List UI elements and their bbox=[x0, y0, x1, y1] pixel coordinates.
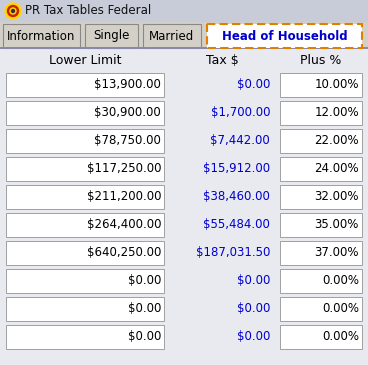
FancyBboxPatch shape bbox=[6, 157, 164, 181]
FancyBboxPatch shape bbox=[280, 297, 362, 321]
Text: 10.00%: 10.00% bbox=[315, 78, 359, 92]
Bar bbox=[0, 0, 368, 22]
Text: $0.00: $0.00 bbox=[237, 303, 270, 315]
FancyBboxPatch shape bbox=[85, 24, 138, 48]
Text: $13,900.00: $13,900.00 bbox=[94, 78, 161, 92]
Text: 0.00%: 0.00% bbox=[322, 303, 359, 315]
Text: $117,250.00: $117,250.00 bbox=[86, 162, 161, 176]
Text: PR Tax Tables Federal: PR Tax Tables Federal bbox=[25, 4, 151, 18]
FancyBboxPatch shape bbox=[280, 185, 362, 209]
FancyBboxPatch shape bbox=[6, 101, 164, 125]
Text: $0.00: $0.00 bbox=[237, 274, 270, 288]
FancyBboxPatch shape bbox=[6, 185, 164, 209]
FancyBboxPatch shape bbox=[6, 241, 164, 265]
Text: Married: Married bbox=[149, 30, 195, 42]
FancyBboxPatch shape bbox=[280, 213, 362, 237]
Text: $0.00: $0.00 bbox=[128, 274, 161, 288]
Text: Information: Information bbox=[7, 30, 76, 42]
Bar bbox=[0, 49, 368, 365]
Text: 37.00%: 37.00% bbox=[315, 246, 359, 260]
Text: $15,912.00: $15,912.00 bbox=[203, 162, 270, 176]
FancyBboxPatch shape bbox=[280, 269, 362, 293]
FancyBboxPatch shape bbox=[207, 24, 362, 48]
FancyBboxPatch shape bbox=[6, 73, 164, 97]
Circle shape bbox=[7, 5, 18, 16]
Text: Plus %: Plus % bbox=[300, 54, 342, 66]
Bar bbox=[0, 22, 368, 48]
FancyBboxPatch shape bbox=[6, 213, 164, 237]
Text: $7,442.00: $7,442.00 bbox=[210, 134, 270, 147]
FancyBboxPatch shape bbox=[280, 101, 362, 125]
Text: 12.00%: 12.00% bbox=[314, 107, 359, 119]
Text: 0.00%: 0.00% bbox=[322, 330, 359, 343]
FancyBboxPatch shape bbox=[280, 325, 362, 349]
Text: $640,250.00: $640,250.00 bbox=[86, 246, 161, 260]
Text: $0.00: $0.00 bbox=[128, 330, 161, 343]
Text: Lower Limit: Lower Limit bbox=[49, 54, 121, 66]
Text: $38,460.00: $38,460.00 bbox=[203, 191, 270, 204]
Text: $1,700.00: $1,700.00 bbox=[210, 107, 270, 119]
Text: $0.00: $0.00 bbox=[237, 330, 270, 343]
FancyBboxPatch shape bbox=[280, 73, 362, 97]
Text: 24.00%: 24.00% bbox=[314, 162, 359, 176]
Text: $78,750.00: $78,750.00 bbox=[94, 134, 161, 147]
FancyBboxPatch shape bbox=[6, 297, 164, 321]
Text: $0.00: $0.00 bbox=[237, 78, 270, 92]
FancyBboxPatch shape bbox=[6, 129, 164, 153]
Text: Head of Household: Head of Household bbox=[222, 30, 347, 42]
Text: Tax $: Tax $ bbox=[206, 54, 238, 66]
FancyBboxPatch shape bbox=[143, 24, 201, 48]
Text: $187,031.50: $187,031.50 bbox=[196, 246, 270, 260]
Text: 35.00%: 35.00% bbox=[315, 219, 359, 231]
FancyBboxPatch shape bbox=[6, 325, 164, 349]
Text: 0.00%: 0.00% bbox=[322, 274, 359, 288]
Circle shape bbox=[10, 8, 16, 14]
FancyBboxPatch shape bbox=[3, 24, 80, 48]
Text: $0.00: $0.00 bbox=[128, 303, 161, 315]
Circle shape bbox=[5, 3, 21, 19]
Text: 32.00%: 32.00% bbox=[315, 191, 359, 204]
Text: 22.00%: 22.00% bbox=[314, 134, 359, 147]
FancyBboxPatch shape bbox=[280, 241, 362, 265]
FancyBboxPatch shape bbox=[280, 157, 362, 181]
FancyBboxPatch shape bbox=[6, 269, 164, 293]
Text: $30,900.00: $30,900.00 bbox=[94, 107, 161, 119]
Text: $211,200.00: $211,200.00 bbox=[86, 191, 161, 204]
Text: $55,484.00: $55,484.00 bbox=[203, 219, 270, 231]
Bar bbox=[0, 47, 368, 49]
Text: $264,400.00: $264,400.00 bbox=[86, 219, 161, 231]
FancyBboxPatch shape bbox=[280, 129, 362, 153]
Circle shape bbox=[11, 9, 14, 12]
Text: Single: Single bbox=[93, 30, 130, 42]
